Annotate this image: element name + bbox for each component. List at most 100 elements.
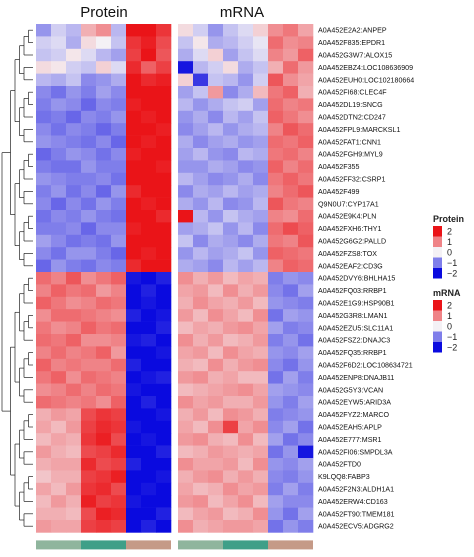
protein-cell-r19-c3 <box>81 259 97 273</box>
protein-cell-r29-c3 <box>81 383 97 397</box>
mrna-cell-r36-c2 <box>208 470 224 484</box>
protein-cell-r28-c3 <box>81 371 97 384</box>
mrna-cell-r12-c5 <box>253 172 269 186</box>
protein-cell-r27-c6 <box>126 358 142 372</box>
mrna-cell-r20-c4 <box>238 272 254 285</box>
protein-cell-r31-c7 <box>141 408 157 422</box>
protein-cell-r35-c6 <box>126 458 142 471</box>
protein-cell-r35-c5 <box>111 458 127 471</box>
mrna-cell-r26-c7 <box>283 346 299 360</box>
mrna-cell-r21-c8 <box>298 284 314 298</box>
gene-label: A0A452EUH0:LOC102180664 <box>318 76 414 84</box>
protein-cell-r39-c1 <box>51 507 67 521</box>
protein-cell-r10-c1 <box>51 148 67 161</box>
protein-cell-r22-c6 <box>126 296 142 310</box>
protein-cell-r15-c2 <box>66 210 82 223</box>
mrna-cell-r9-c4 <box>238 135 254 149</box>
protein-cell-r34-c2 <box>66 445 82 459</box>
protein-cell-r26-c1 <box>51 346 67 360</box>
legend-tick-label: 1 <box>447 311 452 321</box>
protein-cell-r37-c2 <box>66 482 82 496</box>
mrna-cell-r9-c8 <box>298 135 314 149</box>
protein-cell-r35-c7 <box>141 458 157 471</box>
protein-cell-r10-c5 <box>111 148 127 161</box>
mrna-cell-r13-c5 <box>253 185 269 198</box>
mrna-cell-r0-c3 <box>223 24 239 37</box>
mrna-cell-r31-c0 <box>178 408 194 422</box>
mrna-cell-r27-c5 <box>253 358 269 372</box>
protein-cell-r8-c0 <box>36 123 52 136</box>
mrna-cell-r33-c7 <box>283 433 299 446</box>
mrna-cell-r0-c7 <box>283 24 299 37</box>
mrna-cell-r21-c1 <box>193 284 209 298</box>
mrna-cell-r30-c2 <box>208 396 224 409</box>
mrna-cell-r15-c3 <box>223 210 239 223</box>
protein-cell-r0-c6 <box>126 24 142 37</box>
mrna-cell-r13-c4 <box>238 185 254 198</box>
protein-cell-r19-c4 <box>96 259 112 273</box>
protein-cell-r16-c3 <box>81 222 97 236</box>
mrna-cell-r16-c1 <box>193 222 209 236</box>
protein-cell-r34-c8 <box>156 445 172 459</box>
mrna-cell-r29-c2 <box>208 383 224 397</box>
protein-cell-r34-c5 <box>111 445 127 459</box>
gene-label: A0A452FF32:CSRP1 <box>318 176 385 184</box>
gene-label: A0A452DTN2:CD247 <box>318 114 386 122</box>
protein-cell-r1-c7 <box>141 36 157 50</box>
mrna-cell-r1-c1 <box>193 36 209 50</box>
protein-cell-r4-c0 <box>36 73 52 87</box>
mrna-cell-r6-c0 <box>178 98 194 112</box>
mrna-cell-r6-c4 <box>238 98 254 112</box>
protein-cell-r5-c8 <box>156 86 172 99</box>
mrna-cell-r7-c2 <box>208 110 224 124</box>
protein-cell-r21-c7 <box>141 284 157 298</box>
protein-cell-r13-c1 <box>51 185 67 198</box>
mrna-cell-r15-c2 <box>208 210 224 223</box>
mrna-cell-r5-c4 <box>238 86 254 99</box>
protein-cell-r3-c3 <box>81 61 97 74</box>
mrna-cell-r14-c8 <box>298 197 314 211</box>
protein-cell-r30-c8 <box>156 396 172 409</box>
mrna-cell-r15-c7 <box>283 210 299 223</box>
mrna-cell-r21-c4 <box>238 284 254 298</box>
gene-label: A0A452G6G2:PALLD <box>318 238 386 246</box>
mrna-cell-r27-c0 <box>178 358 194 372</box>
mrna-cell-r16-c7 <box>283 222 299 236</box>
mrna-cell-r20-c5 <box>253 272 269 285</box>
mrna-cell-r18-c1 <box>193 247 209 260</box>
mrna-cell-r20-c3 <box>223 272 239 285</box>
mrna-cell-r16-c3 <box>223 222 239 236</box>
protein-cell-r31-c4 <box>96 408 112 422</box>
gene-label: A0A452EZU5:SLC11A1 <box>318 324 393 332</box>
gene-label: A0A452FT90:TMEM181 <box>318 510 395 518</box>
protein-cell-r25-c0 <box>36 334 52 347</box>
mrna-cell-r37-c0 <box>178 482 194 496</box>
protein-cell-r9-c4 <box>96 135 112 149</box>
mrna-cell-r13-c8 <box>298 185 314 198</box>
mrna-cell-r2-c8 <box>298 48 314 62</box>
mrna-cell-r14-c4 <box>238 197 254 211</box>
protein-cell-r38-c0 <box>36 495 52 508</box>
mrna-cell-r19-c3 <box>223 259 239 273</box>
protein-cell-r28-c2 <box>66 371 82 384</box>
mrna-panel-title: mRNA <box>220 4 264 21</box>
mrna-cell-r39-c1 <box>193 507 209 521</box>
mrna-cell-r11-c2 <box>208 160 224 174</box>
mrna-cell-r32-c6 <box>268 420 284 434</box>
mrna-cell-r9-c5 <box>253 135 269 149</box>
protein-cell-r12-c7 <box>141 172 157 186</box>
protein-cell-r16-c4 <box>96 222 112 236</box>
mrna-cell-r4-c6 <box>268 73 284 87</box>
protein-cell-r30-c7 <box>141 396 157 409</box>
protein-cell-r1-c6 <box>126 36 142 50</box>
protein-cell-r34-c0 <box>36 445 52 459</box>
mrna-cell-r8-c0 <box>178 123 194 136</box>
protein-cell-r26-c6 <box>126 346 142 360</box>
protein-cell-r16-c7 <box>141 222 157 236</box>
mrna-cell-r24-c8 <box>298 321 314 335</box>
mrna-cell-r37-c4 <box>238 482 254 496</box>
mrna-cell-r29-c1 <box>193 383 209 397</box>
protein-cell-r14-c4 <box>96 197 112 211</box>
legend-title: mRNA <box>433 288 461 298</box>
gene-label: A0A452ENP8:DNAJB11 <box>318 374 394 382</box>
